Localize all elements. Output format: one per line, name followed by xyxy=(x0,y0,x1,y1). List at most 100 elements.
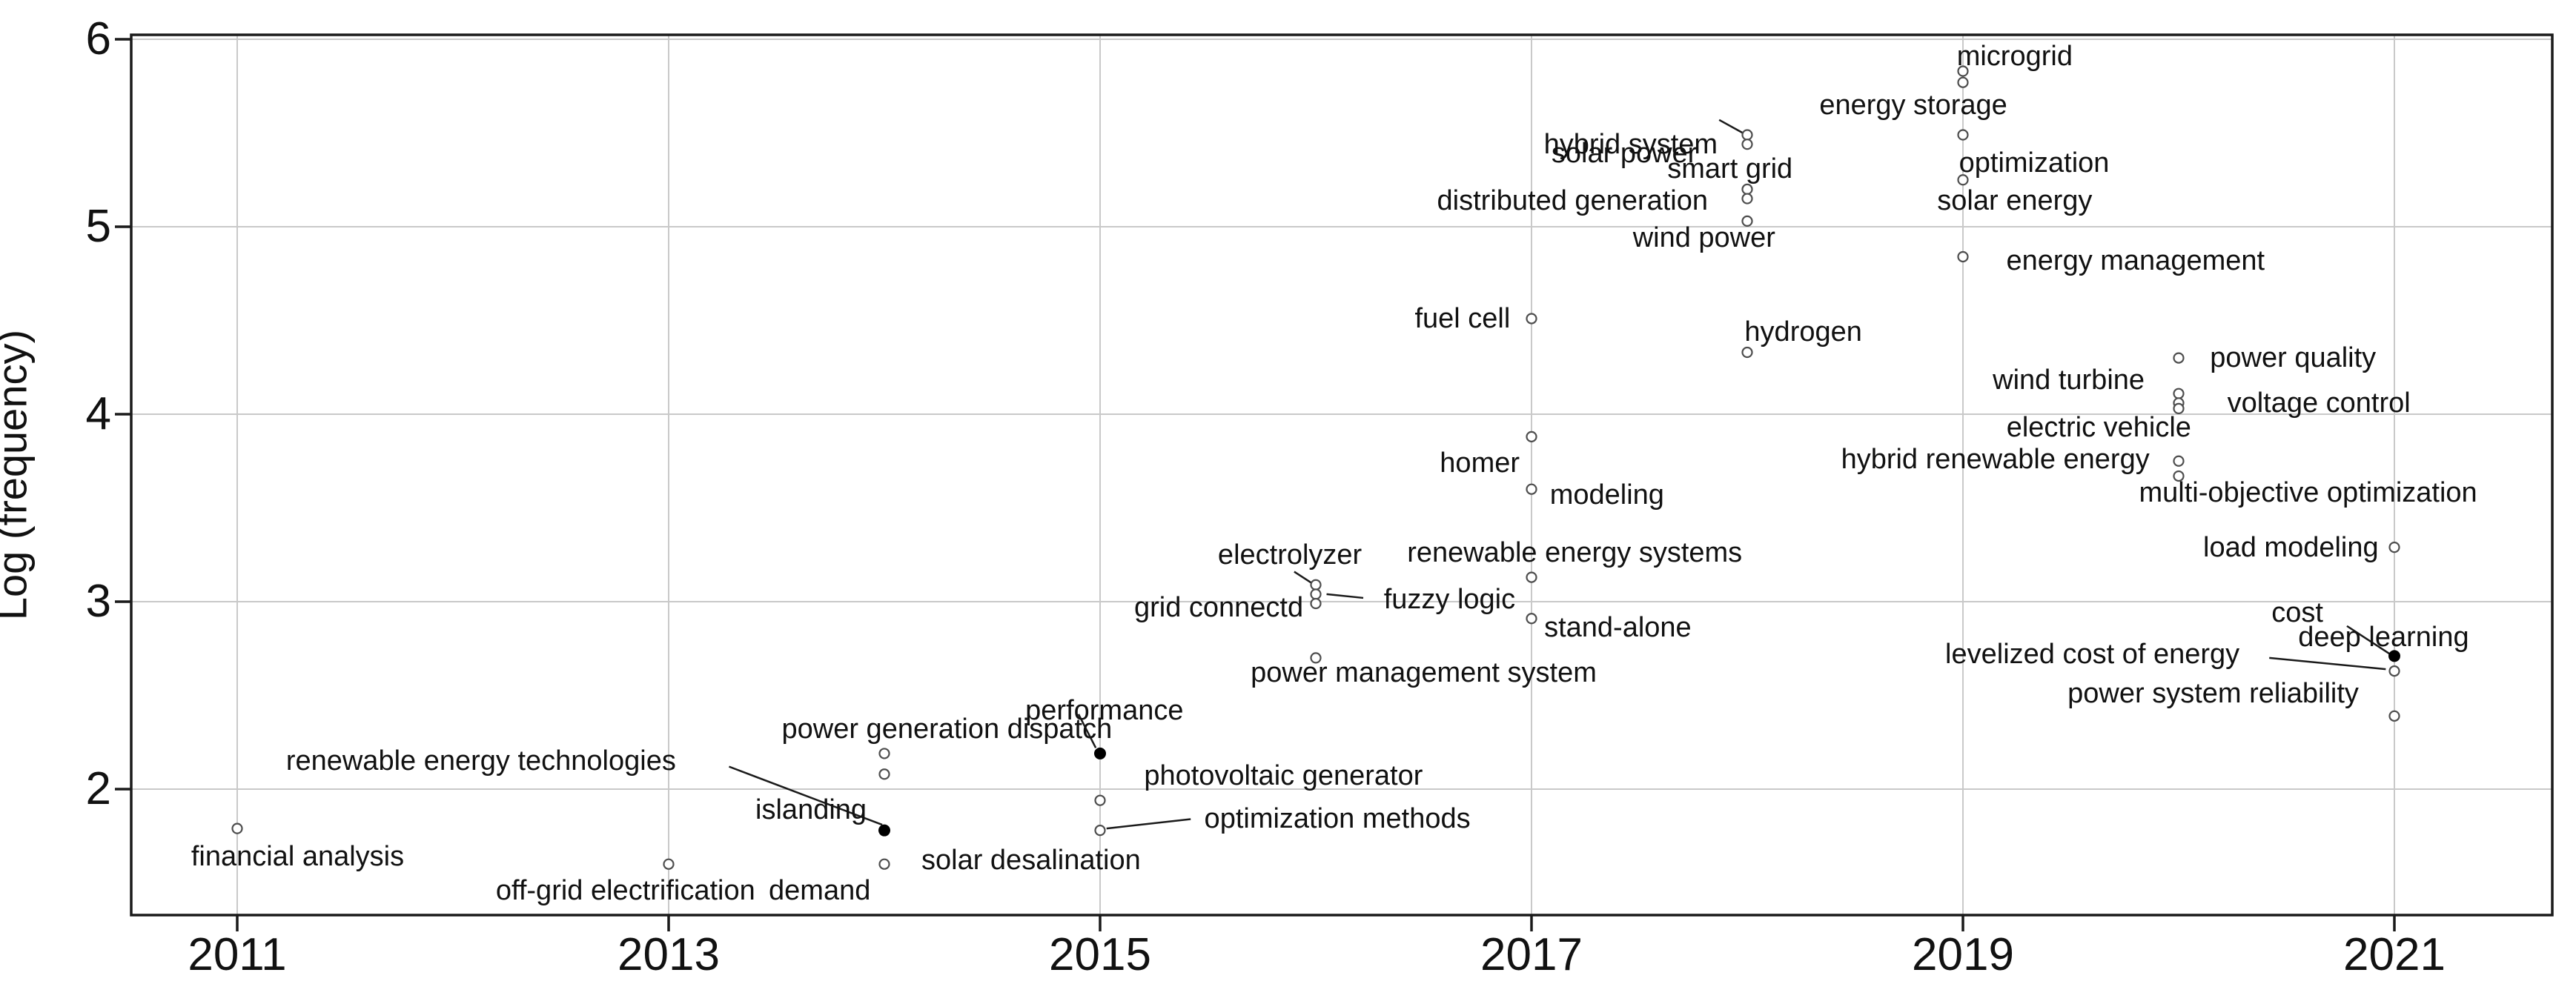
leader-line xyxy=(1718,119,1744,134)
y-tick-label: 5 xyxy=(85,201,111,252)
data-point xyxy=(1526,313,1537,325)
data-point xyxy=(1957,250,1969,263)
term-label: solar desalination xyxy=(921,845,1141,877)
plot-border xyxy=(130,33,2554,917)
data-point xyxy=(1526,483,1537,495)
leader-line xyxy=(2269,656,2386,671)
data-point xyxy=(1310,597,1322,610)
term-label: demand xyxy=(769,874,871,906)
term-label: electrolyzer xyxy=(1217,539,1363,571)
data-point xyxy=(1957,65,1969,77)
term-label: multi-objective optimization xyxy=(2139,477,2477,509)
term-label: fuzzy logic xyxy=(1383,584,1516,616)
term-label: off-grid electrification xyxy=(495,874,755,906)
data-point xyxy=(1310,652,1322,664)
term-label: photovoltaic generator xyxy=(1144,760,1423,792)
x-tick-label: 2017 xyxy=(1480,929,1583,980)
data-point xyxy=(1741,215,1753,227)
data-point xyxy=(231,822,243,834)
data-point xyxy=(1957,129,1969,141)
term-label: power management system xyxy=(1251,657,1597,689)
data-point xyxy=(1310,579,1322,591)
data-point xyxy=(1741,139,1753,150)
leader-lines xyxy=(729,119,2391,830)
x-tick-label: 2019 xyxy=(1912,929,2014,980)
data-point xyxy=(1094,825,1106,837)
data-point-filled xyxy=(1094,747,1106,759)
leader-line xyxy=(2346,625,2391,655)
term-label: homer xyxy=(1440,447,1520,479)
term-label: wind power xyxy=(1632,222,1775,254)
y-tick-label: 2 xyxy=(85,763,111,814)
data-point xyxy=(878,768,890,780)
data-point xyxy=(1526,430,1537,442)
term-label: solar energy xyxy=(1937,184,2093,216)
tick-marks xyxy=(115,38,2396,931)
x-tick-label: 2011 xyxy=(188,929,287,980)
term-label: fuel cell xyxy=(1414,302,1511,334)
term-label: modeling xyxy=(1549,479,1664,511)
data-point-filled xyxy=(2388,650,2400,662)
data-point xyxy=(1526,571,1537,583)
term-label: cost xyxy=(2271,597,2323,629)
term-label: distributed generation xyxy=(1437,184,1709,216)
y-tick-label: 3 xyxy=(85,576,111,627)
data-point xyxy=(2173,388,2185,399)
y-tick-label: 4 xyxy=(85,388,111,439)
data-point xyxy=(2388,542,2400,554)
leader-line xyxy=(729,765,883,826)
data-point xyxy=(2173,455,2185,467)
data-point xyxy=(2388,665,2400,677)
term-label: power generation dispatch xyxy=(781,714,1113,745)
data-point xyxy=(878,748,890,759)
term-label: hybrid renewable energy xyxy=(1841,443,2150,475)
term-label: power quality xyxy=(2210,342,2377,374)
data-point xyxy=(2173,402,2185,415)
term-label: voltage control xyxy=(2227,387,2411,419)
term-label: microgrid xyxy=(1956,40,2073,72)
term-label: hybrid system xyxy=(1543,128,1718,160)
data-point xyxy=(1310,588,1322,600)
data-point xyxy=(1094,794,1106,806)
data-point xyxy=(2173,352,2185,364)
leader-line xyxy=(1294,571,1312,584)
term-label: optimization methods xyxy=(1204,803,1471,835)
y-axis-title: Log (frequency) xyxy=(0,329,36,621)
gridlines xyxy=(131,35,2552,915)
data-points xyxy=(231,65,2400,870)
term-label: islanding xyxy=(755,794,867,825)
term-label: solar power xyxy=(1551,138,1698,170)
leader-line xyxy=(1106,818,1191,830)
term-label: financial analysis xyxy=(191,841,405,873)
data-point xyxy=(1957,76,1969,88)
term-label: optimization xyxy=(1959,147,2110,179)
term-label: levelized cost of energy xyxy=(1945,638,2240,670)
term-label: energy storage xyxy=(1819,89,2007,121)
term-label: load modeling xyxy=(2203,531,2379,563)
term-label: deep learning xyxy=(2298,622,2469,654)
leader-line xyxy=(1077,714,1097,748)
data-point xyxy=(1741,129,1753,141)
term-label: hydrogen xyxy=(1744,316,1862,348)
term-label: power system reliability xyxy=(2067,677,2359,709)
data-point xyxy=(1957,174,1969,186)
term-label: smart grid xyxy=(1667,153,1793,184)
y-tick-label: 6 xyxy=(85,13,111,64)
x-tick-label: 2013 xyxy=(617,929,720,980)
term-label: energy management xyxy=(2006,245,2265,276)
data-point xyxy=(1741,346,1753,359)
term-label: renewable energy systems xyxy=(1407,537,1743,569)
data-point-filled xyxy=(878,824,890,837)
term-label: renewable energy technologies xyxy=(285,745,676,777)
term-label: electric vehicle xyxy=(2006,411,2191,443)
data-point xyxy=(1741,183,1753,195)
x-tick-label: 2015 xyxy=(1049,929,1151,980)
axes-spines xyxy=(130,33,2554,917)
term-label: performance xyxy=(1025,694,1184,726)
term-label: wind turbine xyxy=(1993,365,2145,396)
data-point xyxy=(663,858,675,870)
x-tick-label: 2021 xyxy=(2343,929,2446,980)
data-point xyxy=(2388,710,2400,722)
